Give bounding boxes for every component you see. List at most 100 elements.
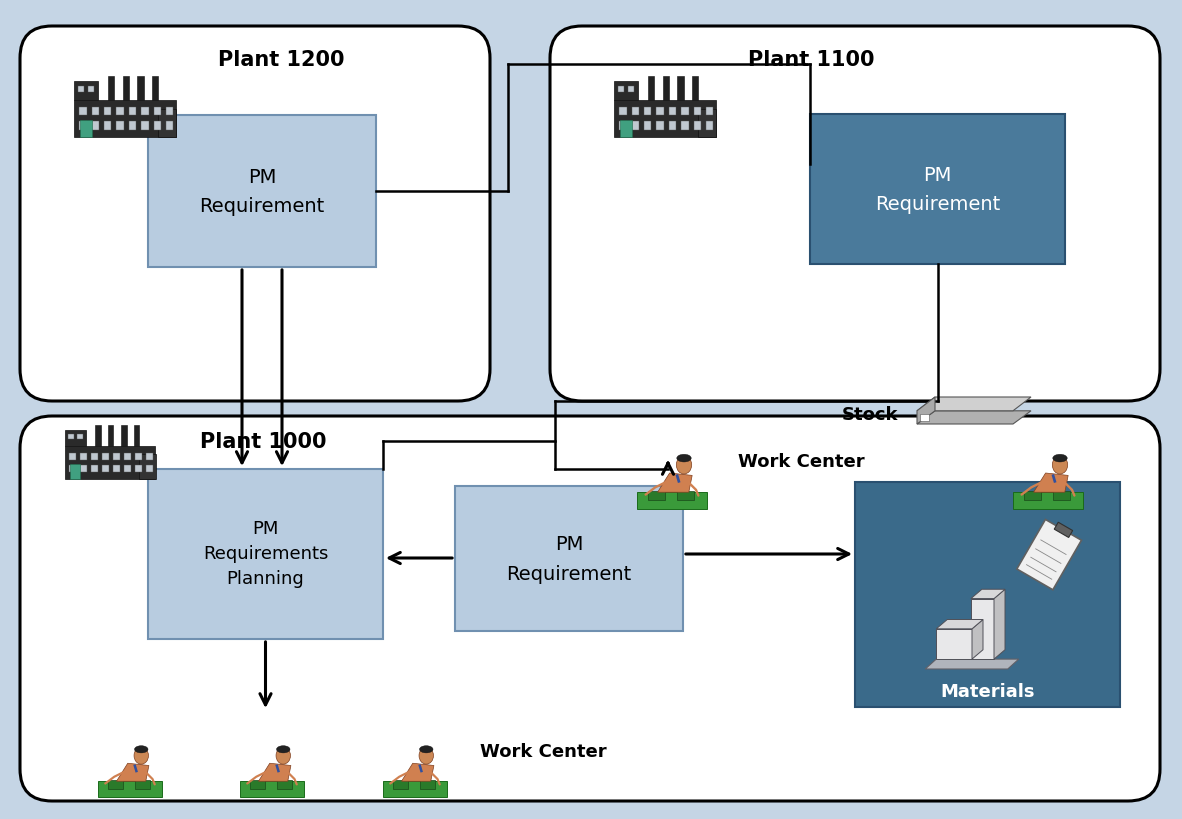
Bar	[1024, 491, 1041, 500]
Bar	[70, 453, 76, 460]
Bar	[648, 77, 655, 101]
Polygon shape	[1017, 520, 1082, 590]
Bar	[80, 120, 91, 138]
Bar	[77, 434, 83, 440]
Ellipse shape	[277, 747, 291, 764]
Bar	[103, 466, 109, 473]
Bar	[65, 430, 86, 446]
Bar	[615, 82, 638, 101]
Ellipse shape	[135, 746, 148, 753]
Bar	[677, 77, 683, 101]
FancyBboxPatch shape	[20, 27, 491, 401]
Polygon shape	[917, 397, 1031, 411]
Bar	[78, 87, 84, 93]
Polygon shape	[994, 590, 1005, 659]
Bar	[810, 115, 1065, 265]
Bar	[694, 122, 701, 130]
Bar	[147, 466, 152, 473]
Bar	[87, 87, 95, 93]
Bar	[669, 108, 676, 116]
Text: Plant 1100: Plant 1100	[748, 50, 875, 70]
Bar	[615, 101, 716, 138]
Bar	[80, 466, 87, 473]
Bar	[141, 122, 149, 130]
Bar	[139, 455, 156, 479]
Text: Stock: Stock	[842, 405, 898, 423]
Bar	[71, 464, 80, 479]
Bar	[74, 82, 98, 101]
Bar	[1053, 491, 1070, 500]
Bar	[116, 122, 124, 130]
Bar	[104, 122, 111, 130]
Ellipse shape	[277, 746, 290, 753]
Bar	[455, 486, 683, 631]
Bar	[644, 108, 651, 116]
Bar	[669, 122, 676, 130]
Bar	[137, 77, 143, 101]
Polygon shape	[1054, 523, 1072, 538]
Bar	[656, 122, 664, 130]
Bar	[79, 122, 86, 130]
Bar	[681, 108, 689, 116]
Bar	[677, 491, 694, 500]
Bar	[154, 122, 161, 130]
Bar	[249, 780, 265, 789]
Bar	[135, 466, 142, 473]
Text: Materials: Materials	[940, 682, 1034, 700]
Polygon shape	[917, 411, 1031, 424]
Polygon shape	[926, 659, 1019, 669]
Bar	[619, 122, 626, 130]
Bar	[663, 77, 669, 101]
Bar	[113, 453, 119, 460]
Ellipse shape	[420, 747, 434, 764]
Bar	[165, 108, 174, 116]
Text: Work Center: Work Center	[480, 742, 606, 760]
Ellipse shape	[677, 455, 691, 463]
Bar	[79, 108, 86, 116]
Text: Plant 1000: Plant 1000	[200, 432, 326, 451]
Bar	[392, 780, 408, 789]
Bar	[621, 120, 631, 138]
Bar	[383, 781, 448, 797]
Bar	[618, 87, 624, 93]
Text: Work Center: Work Center	[738, 452, 864, 470]
Bar	[123, 77, 129, 101]
Bar	[920, 414, 929, 422]
Bar	[113, 466, 119, 473]
Bar	[98, 781, 162, 797]
Bar	[697, 110, 716, 138]
Bar	[134, 426, 139, 446]
Bar	[1013, 492, 1083, 509]
Bar	[69, 434, 73, 440]
Text: Plant 1200: Plant 1200	[217, 50, 344, 70]
Bar	[154, 108, 161, 116]
Polygon shape	[402, 763, 434, 781]
Text: PM
Requirement: PM Requirement	[875, 165, 1000, 214]
Bar	[631, 122, 639, 130]
Bar	[706, 108, 714, 116]
Bar	[135, 453, 142, 460]
Ellipse shape	[1053, 455, 1067, 463]
Bar	[129, 108, 136, 116]
Polygon shape	[972, 620, 983, 659]
Polygon shape	[117, 763, 149, 781]
Bar	[644, 122, 651, 130]
Text: PM
Requirement: PM Requirement	[200, 168, 325, 216]
Bar	[129, 122, 136, 130]
Polygon shape	[259, 763, 291, 781]
Bar	[109, 77, 115, 101]
Bar	[148, 469, 383, 639]
Bar	[936, 629, 972, 659]
FancyBboxPatch shape	[20, 417, 1160, 801]
Bar	[108, 780, 123, 789]
Bar	[656, 108, 664, 116]
Bar	[855, 482, 1121, 707]
Bar	[91, 453, 98, 460]
Bar	[628, 87, 634, 93]
Bar	[165, 122, 174, 130]
Bar	[91, 122, 99, 130]
Bar	[681, 122, 689, 130]
FancyBboxPatch shape	[550, 27, 1160, 401]
Bar	[108, 426, 113, 446]
Bar	[631, 108, 639, 116]
